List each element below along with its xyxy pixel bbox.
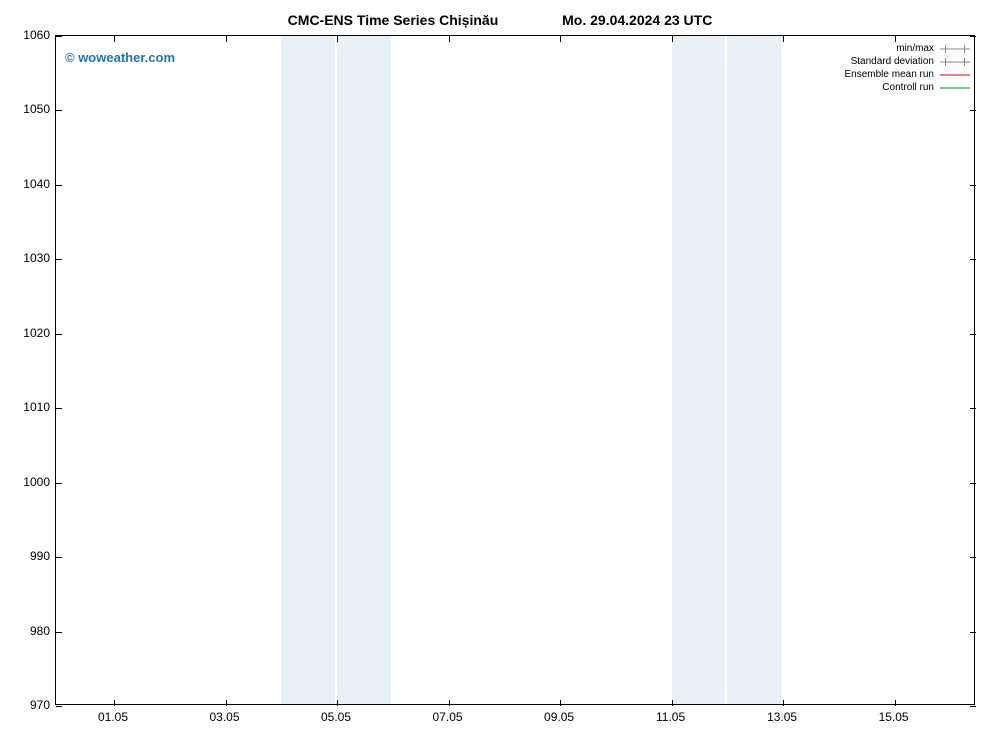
y-tick-label: 1010 (5, 400, 50, 414)
tick-mark (970, 334, 976, 335)
tick-mark (56, 185, 62, 186)
x-tick-label: 11.05 (656, 710, 685, 724)
tick-mark (560, 700, 561, 706)
legend-swatch (940, 70, 970, 80)
tick-mark (970, 483, 976, 484)
legend-swatch (940, 57, 970, 67)
tick-mark (56, 706, 62, 707)
tick-mark (783, 700, 784, 706)
tick-mark (970, 259, 976, 260)
tick-mark (672, 36, 673, 42)
tick-mark (337, 700, 338, 706)
tick-mark (449, 36, 450, 42)
tick-mark (56, 110, 62, 111)
tick-mark (56, 36, 62, 37)
x-tick-label: 09.05 (544, 710, 574, 724)
y-tick-label: 1060 (5, 28, 50, 42)
tick-mark (56, 259, 62, 260)
title-right: Mo. 29.04.2024 23 UTC (562, 12, 712, 28)
y-tick-label: 1050 (5, 102, 50, 116)
y-tick-label: 1040 (5, 177, 50, 191)
y-tick-label: 980 (5, 624, 50, 638)
tick-mark (226, 700, 227, 706)
tick-mark (114, 700, 115, 706)
chart-title: CMC-ENS Time Series Chișinău Mo. 29.04.2… (0, 12, 1000, 28)
tick-mark (970, 36, 976, 37)
legend: min/maxStandard deviationEnsemble mean r… (845, 42, 971, 94)
y-tick-label: 1000 (5, 475, 50, 489)
tick-mark (226, 36, 227, 42)
legend-item: Ensemble mean run (845, 68, 971, 81)
shaded-band (337, 36, 391, 704)
tick-mark (337, 36, 338, 42)
tick-mark (970, 557, 976, 558)
tick-mark (970, 408, 976, 409)
x-tick-label: 01.05 (98, 710, 128, 724)
y-tick-label: 970 (5, 698, 50, 712)
legend-label: min/max (896, 42, 934, 55)
tick-mark (970, 632, 976, 633)
shaded-band (281, 36, 335, 704)
tick-mark (970, 110, 976, 111)
shaded-band (727, 36, 781, 704)
legend-label: Standard deviation (851, 55, 934, 68)
watermark-text: © woweather.com (65, 50, 175, 65)
legend-label: Ensemble mean run (845, 68, 935, 81)
x-tick-label: 15.05 (879, 710, 909, 724)
shaded-band (672, 36, 726, 704)
legend-item: min/max (845, 42, 971, 55)
legend-swatch (940, 44, 970, 54)
tick-mark (560, 36, 561, 42)
tick-mark (114, 36, 115, 42)
y-tick-label: 1030 (5, 251, 50, 265)
tick-mark (895, 700, 896, 706)
tick-mark (56, 334, 62, 335)
legend-item: Controll run (845, 81, 971, 94)
legend-item: Standard deviation (845, 55, 971, 68)
x-tick-label: 05.05 (321, 710, 351, 724)
plot-area (55, 35, 975, 705)
tick-mark (449, 700, 450, 706)
title-left: CMC-ENS Time Series Chișinău (288, 12, 499, 28)
x-tick-label: 07.05 (433, 710, 463, 724)
x-tick-label: 03.05 (209, 710, 239, 724)
tick-mark (672, 700, 673, 706)
y-tick-label: 990 (5, 549, 50, 563)
tick-mark (970, 185, 976, 186)
tick-mark (56, 408, 62, 409)
tick-mark (56, 632, 62, 633)
tick-mark (783, 36, 784, 42)
y-tick-label: 1020 (5, 326, 50, 340)
legend-swatch (940, 83, 970, 93)
legend-label: Controll run (882, 81, 934, 94)
x-tick-label: 13.05 (767, 710, 797, 724)
tick-mark (56, 483, 62, 484)
tick-mark (56, 557, 62, 558)
tick-mark (970, 706, 976, 707)
